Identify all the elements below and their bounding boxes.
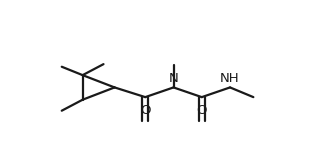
Text: NH: NH — [220, 72, 240, 86]
Text: O: O — [140, 104, 151, 117]
Text: O: O — [197, 104, 207, 117]
Text: N: N — [169, 72, 178, 86]
